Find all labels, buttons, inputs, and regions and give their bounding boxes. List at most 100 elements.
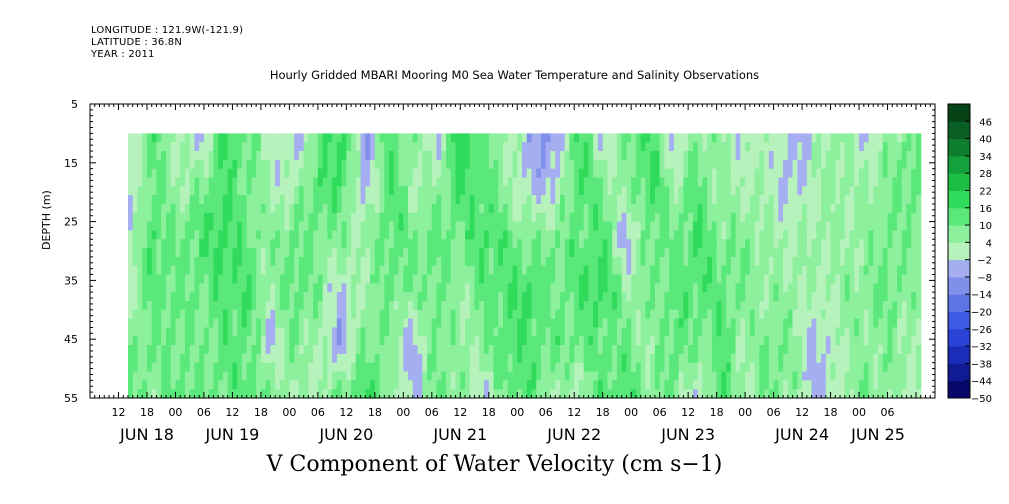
heatmap-cell [626,168,632,179]
heatmap-cell [161,389,167,399]
heatmap-cell [384,336,390,346]
heatmap-cell [768,212,775,223]
heatmap-cell [773,212,779,223]
heatmap-cell [707,230,713,240]
heatmap-cell [270,168,276,179]
heatmap-cell [170,300,177,311]
heatmap-cell [787,371,794,381]
heatmap-cell [593,274,599,284]
heatmap-cell [726,256,732,267]
heatmap-cell [730,353,737,364]
heatmap-cell [156,362,162,373]
heatmap-cell [332,159,338,170]
heatmap-cell [887,248,893,258]
heatmap-cell [184,300,191,311]
heatmap-cell [389,186,395,196]
heatmap-cell [241,195,248,205]
heatmap-cell [512,371,518,381]
heatmap-cell [849,292,855,302]
heatmap-cell [503,168,509,179]
heatmap-cell [859,300,865,311]
heatmap-cell [332,292,338,302]
heatmap-cell [840,380,846,390]
heatmap-cell [251,283,257,293]
heatmap-cell [417,292,423,302]
heatmap-cell [825,327,832,337]
heatmap-cell [854,300,860,311]
heatmap-cell [816,195,822,205]
heatmap-cell [631,212,637,223]
heatmap-cell [597,177,604,187]
heatmap-cell [583,300,590,311]
heatmap-cell [555,195,561,205]
heatmap-cell [545,265,552,276]
heatmap-cell [711,177,718,187]
heatmap-cell [498,221,504,232]
heatmap-cell [550,283,556,293]
heatmap-cell [669,389,675,399]
heatmap-cell [270,362,276,373]
heatmap-cell [545,186,552,196]
heatmap-cell [441,318,447,329]
heatmap-cell [882,371,889,381]
heatmap-cell [427,142,433,152]
heatmap-cell [436,292,442,302]
heatmap-cell [901,265,908,276]
heatmap-cell [237,230,243,240]
heatmap-cell [488,239,495,249]
heatmap-cell [488,292,495,302]
heatmap-cell [294,345,300,355]
heatmap-cell [854,239,860,249]
heatmap-cell [137,142,143,152]
heatmap-cell [241,371,248,381]
heatmap-cell [436,177,442,187]
heatmap-cell [232,292,238,302]
heatmap-cell [521,239,528,249]
heatmap-cell [270,318,276,329]
heatmap-cell [840,274,846,284]
heatmap-cell [892,353,898,364]
heatmap-cell [294,195,300,205]
heatmap-cell [759,230,765,240]
heatmap-cell [692,353,699,364]
heatmap-cell [317,336,324,346]
heatmap-cell [792,265,798,276]
heatmap-cell [303,283,309,293]
heatmap-cell [526,327,533,337]
heatmap-cell [493,239,499,249]
heatmap-cell [289,265,295,276]
heatmap-cell [189,283,196,293]
heatmap-cell [517,274,523,284]
heatmap-cell [379,265,385,276]
heatmap-cell [203,389,210,399]
heatmap-cell [806,327,813,337]
heatmap-cell [536,221,542,232]
heatmap-cell [882,212,889,223]
heatmap-cell [621,212,628,223]
heatmap-cell [208,203,215,214]
heatmap-cell [517,195,523,205]
heatmap-cell [203,195,210,205]
heatmap-cell [469,256,476,267]
heatmap-cell [336,151,343,161]
heatmap-cell [422,292,428,302]
heatmap-cell [806,203,813,214]
heatmap-cell [840,353,846,364]
heatmap-cell [645,203,651,214]
heatmap-cell [474,353,480,364]
heatmap-cell [583,221,590,232]
heatmap-cell [526,336,533,346]
heatmap-cell [764,230,770,240]
heatmap-cell [726,142,732,152]
heatmap-cell [759,300,765,311]
heatmap-cell [384,159,390,170]
heatmap-cell [142,248,148,258]
heatmap-cell [317,248,324,258]
heatmap-cell [218,389,224,399]
heatmap-cell [237,221,243,232]
heatmap-cell [422,371,428,381]
heatmap-cell [374,133,381,143]
heatmap-cell [275,248,281,258]
heatmap-cell [863,142,870,152]
heatmap-cell [564,371,571,381]
